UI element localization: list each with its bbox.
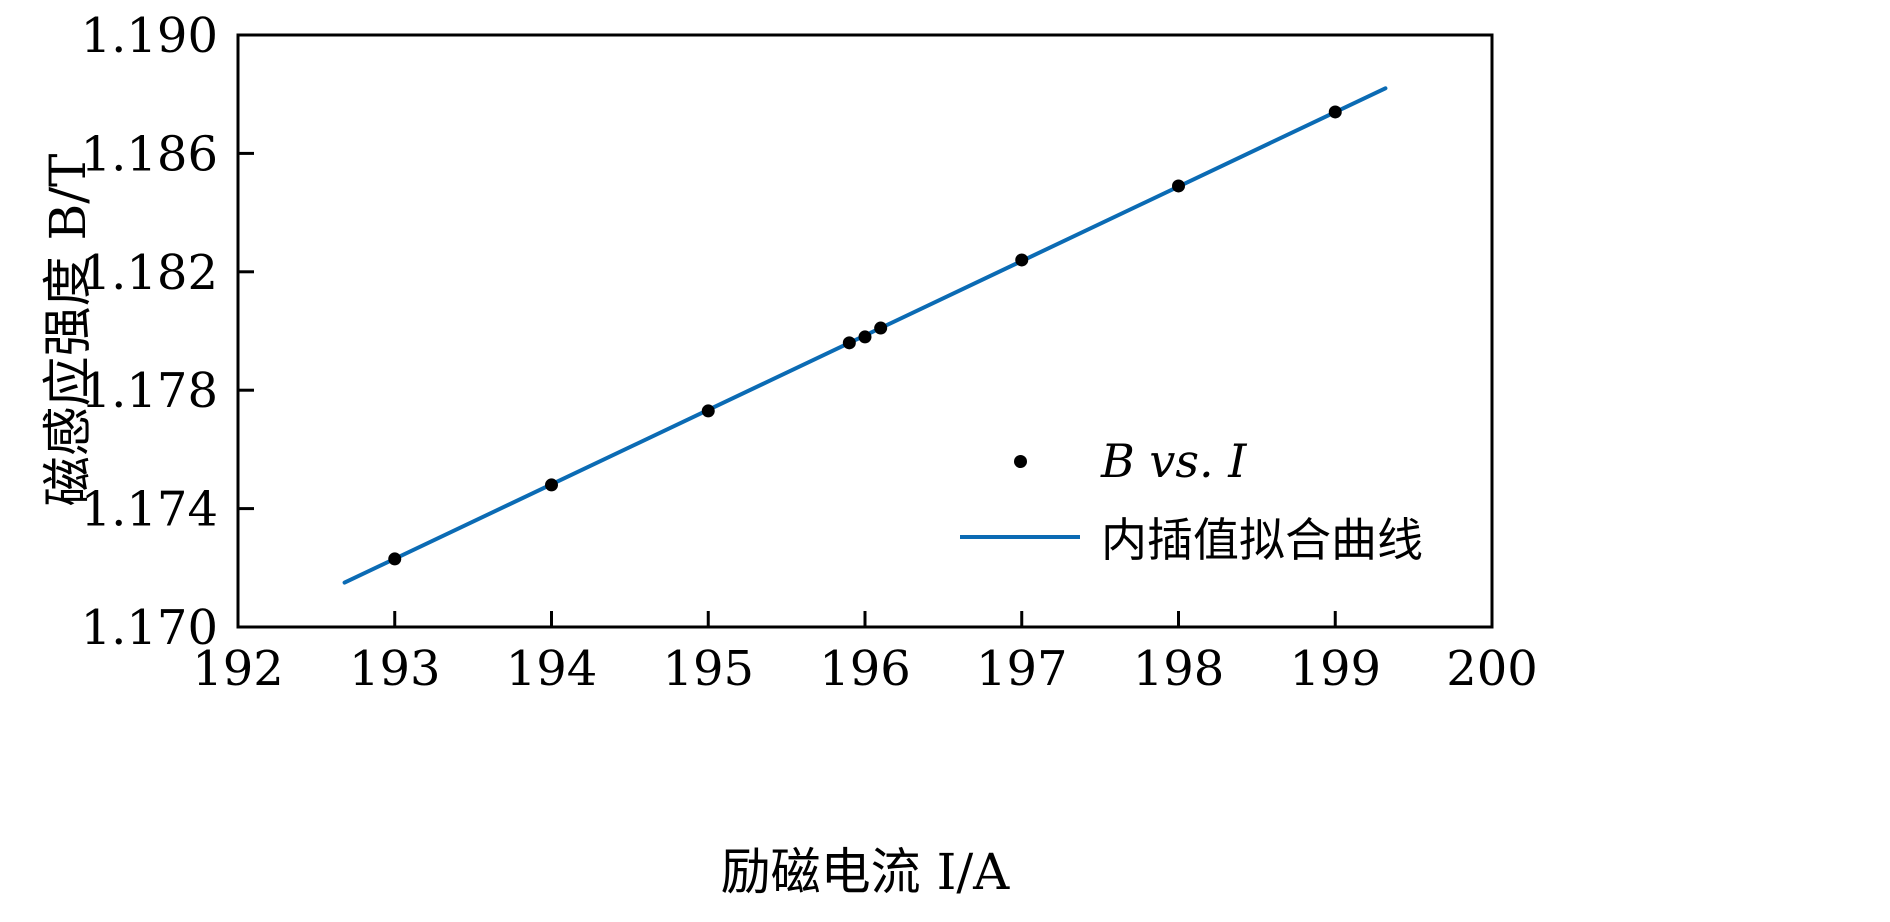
x-axis-label: 励磁电流 I/A — [720, 843, 1010, 901]
scatter-marker-icon — [1013, 454, 1027, 468]
data-point — [1015, 253, 1029, 267]
legend-dot-marker — [955, 454, 1085, 468]
data-point — [388, 552, 402, 566]
y-tick-label: 1.186 — [81, 126, 218, 182]
fit-line-icon — [960, 535, 1080, 539]
legend-entry-line: 内插值拟合曲线 — [955, 506, 1423, 568]
legend-label-fit-line: 内插值拟合曲线 — [1101, 513, 1423, 567]
data-point — [858, 330, 872, 344]
y-tick-label: 1.182 — [81, 245, 218, 301]
x-tick-label: 192 — [192, 641, 284, 697]
x-tick-label: 197 — [976, 641, 1068, 697]
data-point — [701, 404, 715, 418]
legend: B vs. I 内插值拟合曲线 — [955, 430, 1423, 568]
data-point — [545, 478, 558, 492]
y-axis-label: 磁感应强度 B/T — [39, 153, 97, 507]
x-tick-label: 194 — [506, 641, 598, 697]
y-tick-label: 1.170 — [81, 600, 218, 656]
x-tick-label: 193 — [349, 641, 441, 697]
y-tick-label: 1.190 — [81, 8, 218, 64]
x-tick-label: 199 — [1289, 641, 1381, 697]
legend-line-marker — [955, 535, 1085, 539]
legend-entry-scatter: B vs. I — [955, 430, 1423, 492]
x-tick-label: 198 — [1133, 641, 1225, 697]
data-point — [874, 321, 888, 335]
y-tick-label: 1.174 — [81, 482, 218, 538]
x-tick-label: 196 — [819, 641, 911, 697]
x-tick-label: 200 — [1446, 641, 1538, 697]
legend-label-scatter: B vs. I — [1101, 434, 1247, 488]
data-point — [1172, 179, 1185, 193]
data-point — [1328, 105, 1342, 119]
y-tick-label: 1.178 — [81, 363, 218, 419]
x-tick-label: 195 — [662, 641, 754, 697]
data-point — [842, 336, 856, 350]
